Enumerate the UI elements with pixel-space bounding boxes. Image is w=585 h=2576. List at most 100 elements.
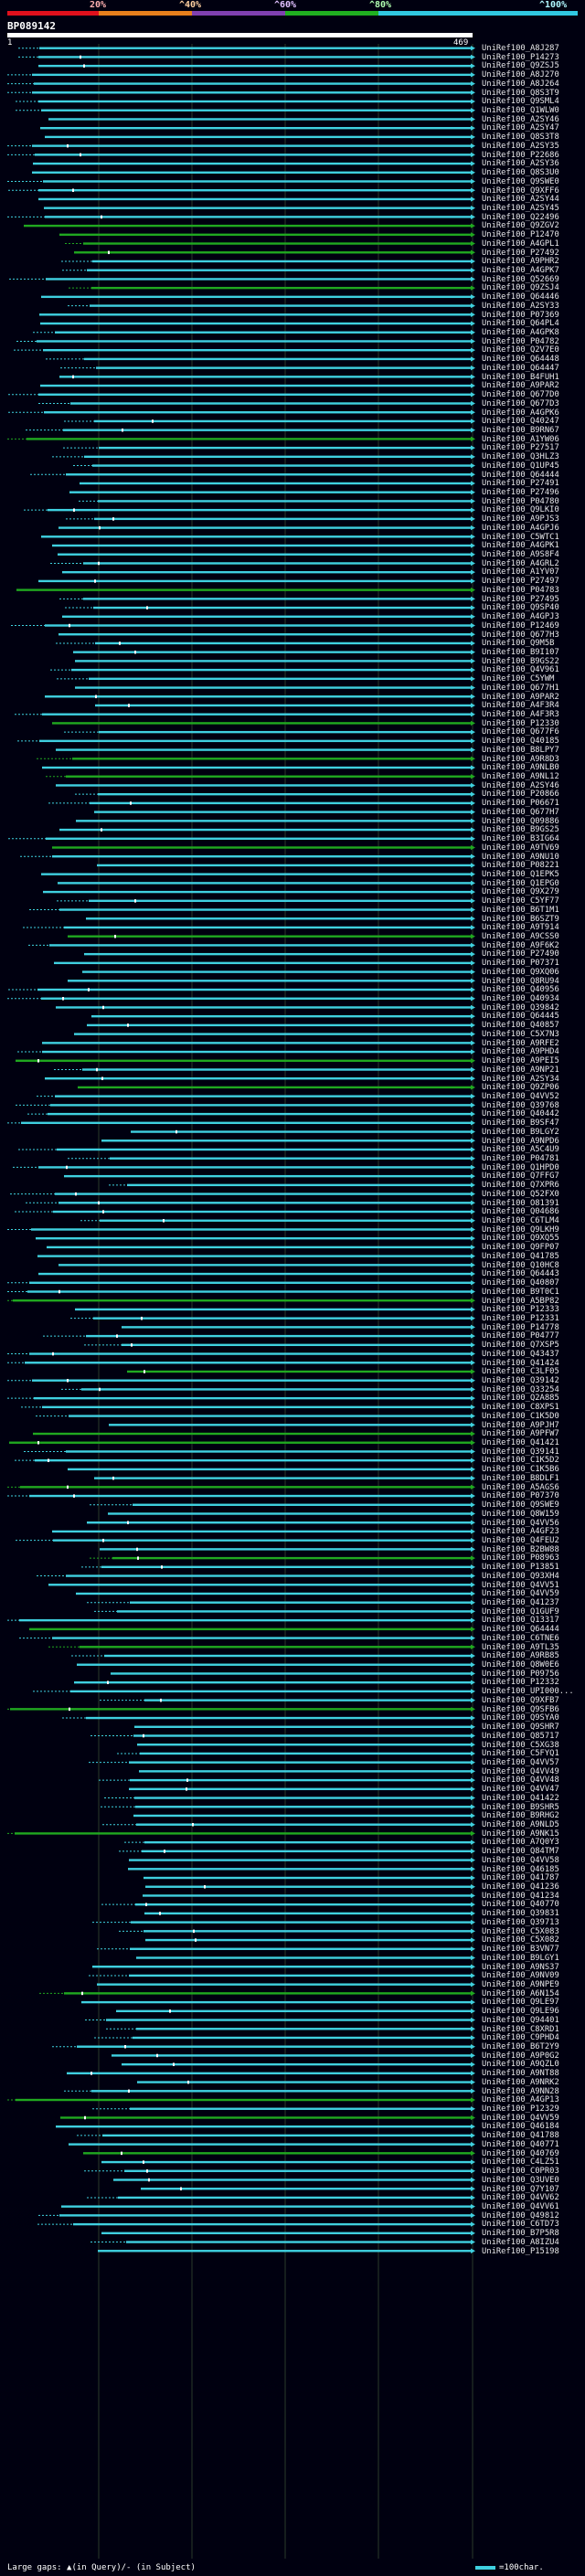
hit-label[interactable]: UniRef100_A9TV69 <box>482 843 559 853</box>
hit-label[interactable]: UniRef100_Q52FX0 <box>482 1189 559 1199</box>
hit-label[interactable]: UniRef100_A9PHR2 <box>482 257 559 267</box>
hit-label[interactable]: UniRef100_A9NLB0 <box>482 763 559 773</box>
hit-label[interactable]: UniRef100_Q40857 <box>482 1021 559 1031</box>
hit-label[interactable]: UniRef100_A9P0G2 <box>482 2051 559 2061</box>
hit-label[interactable]: UniRef100_P27495 <box>482 594 559 604</box>
hit-label[interactable]: UniRef100_Q677D0 <box>482 390 559 400</box>
hit-label[interactable]: UniRef100_A9NPD6 <box>482 1136 559 1146</box>
hit-label[interactable]: UniRef100_A9RB85 <box>482 1651 559 1661</box>
hit-label[interactable]: UniRef100_P04777 <box>482 1331 559 1341</box>
hit-label[interactable]: UniRef100_Q4VV49 <box>482 1766 559 1776</box>
hit-label[interactable]: UniRef100_Q39142 <box>482 1376 559 1385</box>
hit-label[interactable]: UniRef100_C5WTC1 <box>482 532 559 542</box>
hit-label[interactable]: UniRef100_Q9ZP06 <box>482 1083 559 1093</box>
hit-label[interactable]: UniRef100_P14273 <box>482 52 559 62</box>
hit-label[interactable]: UniRef100_C6TLM4 <box>482 1216 559 1226</box>
hit-label[interactable]: UniRef100_Q39842 <box>482 1002 559 1012</box>
hit-label[interactable]: UniRef100_Q4VV62 <box>482 2193 559 2203</box>
hit-label[interactable]: UniRef100_Q39831 <box>482 1909 559 1919</box>
hit-label[interactable]: UniRef100_Q64PL4 <box>482 319 559 329</box>
hit-label[interactable]: UniRef100_A6N154 <box>482 1988 559 1998</box>
hit-label[interactable]: UniRef100_B2BW88 <box>482 1544 559 1554</box>
hit-label[interactable]: UniRef100_P07369 <box>482 310 559 320</box>
hit-label[interactable]: UniRef100_A4GPK6 <box>482 408 559 418</box>
hit-label[interactable]: UniRef100_A5AGS6 <box>482 1482 559 1492</box>
hit-label[interactable]: UniRef100_A9PAR2 <box>482 381 559 391</box>
hit-label[interactable]: UniRef100_A9NT88 <box>482 2069 559 2079</box>
hit-label[interactable]: UniRef100_Q41237 <box>482 1598 559 1607</box>
hit-label[interactable]: UniRef100_B9SHR5 <box>482 1802 559 1812</box>
hit-label[interactable]: UniRef100_Q8RU94 <box>482 976 559 986</box>
hit-label[interactable]: UniRef100_Q64447 <box>482 363 559 373</box>
hit-label[interactable]: UniRef100_Q7XSP5 <box>482 1341 559 1351</box>
hit-label[interactable]: UniRef100_Q39141 <box>482 1447 559 1457</box>
hit-label[interactable]: UniRef100_Q2V7E0 <box>482 345 559 355</box>
hit-label[interactable]: UniRef100_Q46184 <box>482 2122 559 2132</box>
hit-label[interactable]: UniRef100_A9QZL0 <box>482 2060 559 2070</box>
hit-label[interactable]: UniRef100_A9PJH7 <box>482 1420 559 1430</box>
hit-label[interactable]: UniRef100_Q41236 <box>482 1882 559 1892</box>
hit-label[interactable]: UniRef100_A4GPK7 <box>482 266 559 275</box>
hit-label[interactable]: UniRef100_A9TL35 <box>482 1642 559 1652</box>
hit-label[interactable]: UniRef100_Q4VV52 <box>482 1091 559 1101</box>
hit-label[interactable]: UniRef100_Q9XFB7 <box>482 1695 559 1705</box>
hit-label[interactable]: UniRef100_Q4VV51 <box>482 1580 559 1590</box>
hit-label[interactable]: UniRef100_Q04686 <box>482 1207 559 1217</box>
hit-label[interactable]: UniRef100_C0PR03 <box>482 2167 559 2177</box>
hit-label[interactable]: UniRef100_Q9LE97 <box>482 1998 559 2008</box>
hit-label[interactable]: UniRef100_P12329 <box>482 2104 559 2115</box>
hit-label[interactable]: UniRef100_B8LPY7 <box>482 745 559 755</box>
hit-label[interactable]: UniRef100_C5X083 <box>482 1926 559 1936</box>
hit-label[interactable]: UniRef100_Q33254 <box>482 1384 559 1394</box>
hit-label[interactable]: UniRef100_P12330 <box>482 718 559 728</box>
hit-label[interactable]: UniRef100_P07370 <box>482 1491 559 1501</box>
hit-label[interactable]: UniRef100_A9CSS0 <box>482 932 559 941</box>
hit-label[interactable]: UniRef100_A9NS37 <box>482 1962 559 1972</box>
hit-label[interactable]: UniRef100_Q7FFG7 <box>482 1171 559 1182</box>
hit-label[interactable]: UniRef100_C5FYQ1 <box>482 1749 559 1759</box>
hit-label[interactable]: UniRef100_Q41788 <box>482 2131 559 2141</box>
hit-label[interactable]: UniRef100_A9NV09 <box>482 1971 559 1981</box>
hit-label[interactable]: UniRef100_B7P5R8 <box>482 2229 559 2239</box>
hit-label[interactable]: UniRef100_A9NPE9 <box>482 1979 559 1989</box>
hit-label[interactable]: UniRef100_A2SY46 <box>482 780 559 790</box>
hit-label[interactable]: UniRef100_Q1WLW0 <box>482 106 559 116</box>
hit-label[interactable]: UniRef100_Q677H7 <box>482 807 559 817</box>
hit-label[interactable]: UniRef100_B9LGY2 <box>482 1127 559 1137</box>
hit-label[interactable]: UniRef100_A9NRK2 <box>482 2077 559 2087</box>
hit-label[interactable]: UniRef100_P09756 <box>482 1669 559 1679</box>
hit-label[interactable]: UniRef100_Q9SML4 <box>482 97 559 107</box>
hit-label[interactable]: UniRef100_A5BP82 <box>482 1296 559 1306</box>
hit-label[interactable]: UniRef100_Q4VV59 <box>482 2113 559 2123</box>
hit-label[interactable]: UniRef100_A1YW06 <box>482 434 559 444</box>
hit-label[interactable]: UniRef100_Q40442 <box>482 1109 559 1119</box>
hit-label[interactable]: UniRef100_Q4VV58 <box>482 1855 559 1865</box>
hit-label[interactable]: UniRef100_P04781 <box>482 1154 559 1163</box>
hit-label[interactable]: UniRef100_Q9ZSJ4 <box>482 283 559 293</box>
hit-label[interactable]: UniRef100_A9S8F4 <box>482 550 559 560</box>
hit-label[interactable]: UniRef100_Q39768 <box>482 1100 559 1110</box>
hit-label[interactable]: UniRef100_Q1EPG0 <box>482 878 559 888</box>
hit-label[interactable]: UniRef100_Q4VV57 <box>482 1757 559 1767</box>
hit-label[interactable]: UniRef100_Q40247 <box>482 417 559 427</box>
hit-label[interactable]: UniRef100_Q677F6 <box>482 727 559 737</box>
hit-label[interactable]: UniRef100_Q84TM7 <box>482 1847 559 1857</box>
hit-label[interactable]: UniRef100_A4GRL2 <box>482 558 559 568</box>
hit-label[interactable]: UniRef100_P27496 <box>482 488 559 497</box>
hit-label[interactable]: UniRef100_Q8W0E6 <box>482 1660 559 1670</box>
hit-label[interactable]: UniRef100_Q4VV48 <box>482 1776 559 1786</box>
hit-label[interactable]: UniRef100_C4LZ51 <box>482 2157 559 2168</box>
hit-label[interactable]: UniRef100_B9T0C1 <box>482 1287 559 1297</box>
hit-label[interactable]: UniRef100_Q39713 <box>482 1917 559 1927</box>
hit-label[interactable]: UniRef100_Q40956 <box>482 985 559 995</box>
hit-label[interactable]: UniRef100_Q9SFB6 <box>482 1704 559 1714</box>
hit-label[interactable]: UniRef100_C5YF77 <box>482 896 559 906</box>
hit-label[interactable]: UniRef100_B9LGY1 <box>482 1953 559 1963</box>
hit-label[interactable]: UniRef100_C5XG38 <box>482 1740 559 1750</box>
hit-label[interactable]: UniRef100_B6SZT9 <box>482 914 559 924</box>
hit-label[interactable]: UniRef100_A4F3R3 <box>482 710 559 719</box>
hit-label[interactable]: UniRef100_A2SY35 <box>482 141 559 151</box>
hit-label[interactable]: UniRef100_A2SY46 <box>482 114 559 124</box>
hit-label[interactable]: UniRef100_Q40185 <box>482 737 559 747</box>
hit-label[interactable]: UniRef100_Q10HC8 <box>482 1260 559 1270</box>
